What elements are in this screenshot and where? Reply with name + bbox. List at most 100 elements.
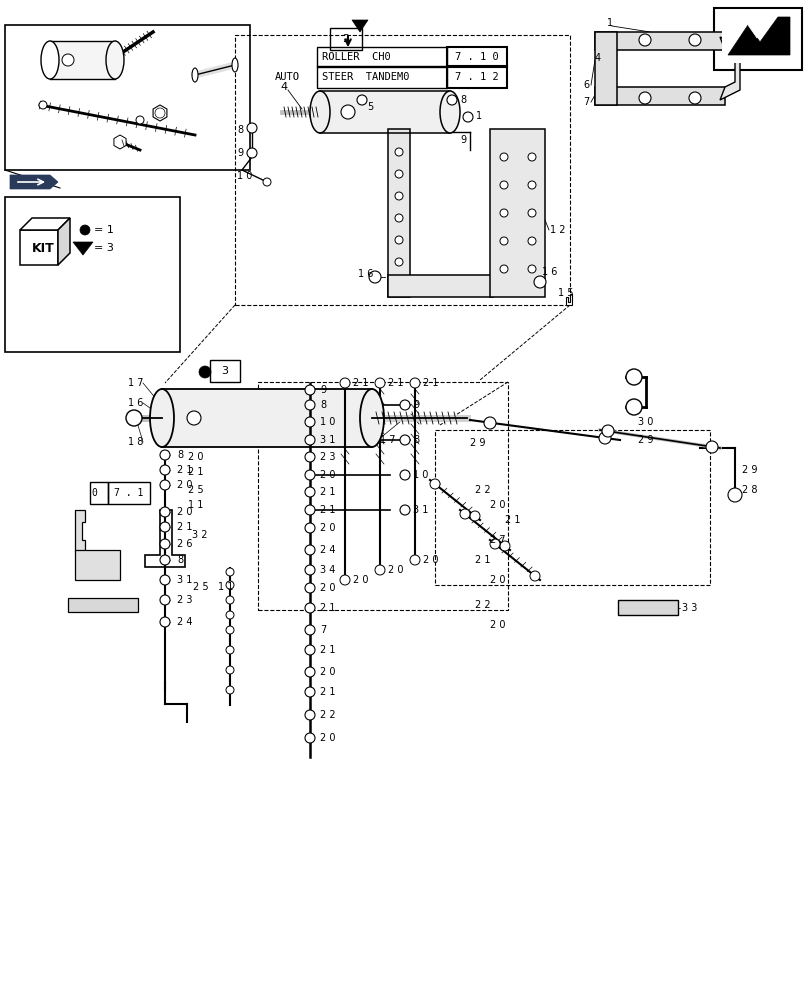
Text: 5: 5 [744,42,750,52]
Text: AUTO: AUTO [275,72,299,82]
Text: 3 3: 3 3 [681,603,697,613]
Circle shape [446,95,457,105]
Circle shape [394,236,402,244]
Text: 1 0: 1 0 [320,417,335,427]
Text: 2 5: 2 5 [188,485,204,495]
Circle shape [400,505,410,515]
Circle shape [160,555,169,565]
Text: 1: 1 [607,18,612,28]
Text: 2 0: 2 0 [489,620,505,630]
Bar [329,28,362,50]
Text: 1 7: 1 7 [380,435,395,445]
Text: 1 7: 1 7 [128,378,144,388]
Bar [388,275,492,297]
Text: 3 4: 3 4 [320,565,335,575]
Circle shape [340,575,350,585]
Text: 8: 8 [320,400,326,410]
Bar [316,47,446,67]
Bar [594,32,616,105]
Polygon shape [565,294,571,305]
Circle shape [599,432,610,444]
Bar [713,8,801,70]
Circle shape [500,541,509,551]
Polygon shape [153,105,167,121]
Text: 2 2: 2 2 [320,710,335,720]
Text: 6: 6 [582,80,589,90]
Text: 1: 1 [475,111,482,121]
Bar [50,41,115,79]
Circle shape [394,148,402,156]
Polygon shape [20,218,70,230]
Polygon shape [727,17,789,55]
Bar [210,360,240,382]
Circle shape [305,645,315,655]
Circle shape [155,108,165,118]
Text: 5: 5 [367,102,373,112]
Circle shape [400,435,410,445]
Text: 8: 8 [460,95,466,105]
Circle shape [638,92,650,104]
Circle shape [305,710,315,720]
Text: 8: 8 [177,555,183,565]
Bar [719,15,793,65]
Circle shape [534,276,545,288]
Circle shape [400,470,410,480]
Circle shape [225,568,234,576]
Bar [320,91,449,133]
Ellipse shape [440,91,460,133]
Text: 3: 3 [221,366,228,376]
Text: 2 3: 2 3 [177,595,192,605]
Circle shape [689,92,700,104]
Text: 2 0: 2 0 [489,500,505,510]
Text: 2 0: 2 0 [320,667,335,677]
Text: 2 0: 2 0 [177,507,192,517]
Circle shape [460,509,470,519]
Text: 8: 8 [177,450,183,460]
Text: STEER  TANDEM0: STEER TANDEM0 [322,72,409,82]
Circle shape [470,511,479,521]
Circle shape [400,400,410,410]
Bar [446,66,506,88]
Circle shape [62,54,74,66]
Text: 2 1: 2 1 [177,522,192,532]
Polygon shape [10,175,58,189]
Text: 2 0: 2 0 [320,470,335,480]
Polygon shape [721,17,792,63]
Bar [90,482,108,504]
Text: 8: 8 [237,125,242,135]
Text: 2 1: 2 1 [177,465,192,475]
Circle shape [527,237,535,245]
Text: 4: 4 [594,53,600,63]
Text: 3 1: 3 1 [177,575,192,585]
Ellipse shape [310,91,329,133]
Text: 2 6: 2 6 [177,539,192,549]
Text: 9: 9 [460,135,466,145]
Circle shape [375,378,384,388]
Text: 2 3: 2 3 [320,452,335,462]
Circle shape [305,385,315,395]
Bar [594,87,724,105]
Text: 1 6: 1 6 [541,267,556,277]
Circle shape [305,400,315,410]
Circle shape [225,666,234,674]
Text: 3 2: 3 2 [191,530,208,540]
Text: 2 1: 2 1 [320,505,335,515]
Bar [388,129,410,297]
Circle shape [305,687,315,697]
Text: 2 1: 2 1 [353,378,368,388]
Text: 2 7: 2 7 [489,535,505,545]
Circle shape [305,470,315,480]
Circle shape [305,545,315,555]
Text: 9: 9 [320,385,326,395]
Bar [594,32,724,50]
Circle shape [225,581,234,589]
Circle shape [160,595,169,605]
Circle shape [638,34,650,46]
Text: 1 0: 1 0 [413,470,428,480]
Circle shape [530,571,539,581]
Text: 2 0: 2 0 [320,523,335,533]
Text: 4: 4 [280,82,287,92]
Text: = 1: = 1 [94,225,114,235]
Circle shape [225,596,234,604]
Circle shape [160,465,169,475]
